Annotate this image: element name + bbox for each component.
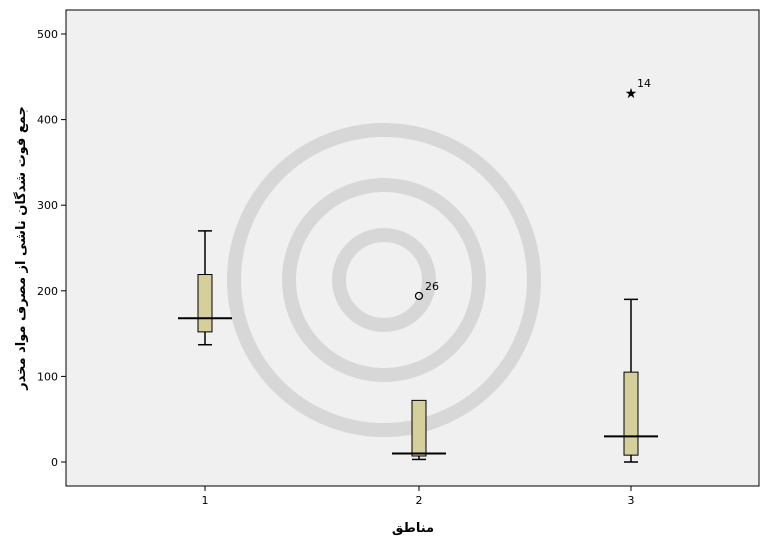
outliers: 26 ★14 xyxy=(414,77,651,301)
x-tick-label: 2 xyxy=(416,494,423,507)
x-axis: 1 2 3 xyxy=(202,486,635,507)
box-iqr xyxy=(411,399,427,457)
box-group-1 xyxy=(178,230,232,346)
box-iqr xyxy=(623,371,639,456)
y-axis-title: جمع فوت شدگان ناشی از مصرف مواد مخدر xyxy=(13,106,29,391)
box-group-3 xyxy=(604,298,658,463)
x-axis-title: مناطق xyxy=(392,521,434,536)
x-tick-label: 3 xyxy=(628,494,635,507)
watermark-emblem xyxy=(227,123,541,437)
y-tick-label: 500 xyxy=(37,28,58,41)
y-tick-label: 300 xyxy=(37,199,58,212)
y-tick-label: 100 xyxy=(37,370,58,383)
outlier-marker-14: ★ xyxy=(625,86,638,102)
outlier-label-14: 14 xyxy=(637,77,651,90)
y-axis: 0 100 200 300 400 500 xyxy=(37,28,66,469)
outlier-label-26: 26 xyxy=(425,280,439,293)
x-tick-label: 1 xyxy=(202,494,209,507)
box-group-2 xyxy=(392,399,446,461)
box-iqr xyxy=(197,274,213,333)
boxes xyxy=(178,230,658,463)
y-tick-label: 200 xyxy=(37,285,58,298)
y-tick-label: 400 xyxy=(37,114,58,127)
outlier-marker-26 xyxy=(414,291,424,301)
y-tick-label: 0 xyxy=(51,456,58,469)
